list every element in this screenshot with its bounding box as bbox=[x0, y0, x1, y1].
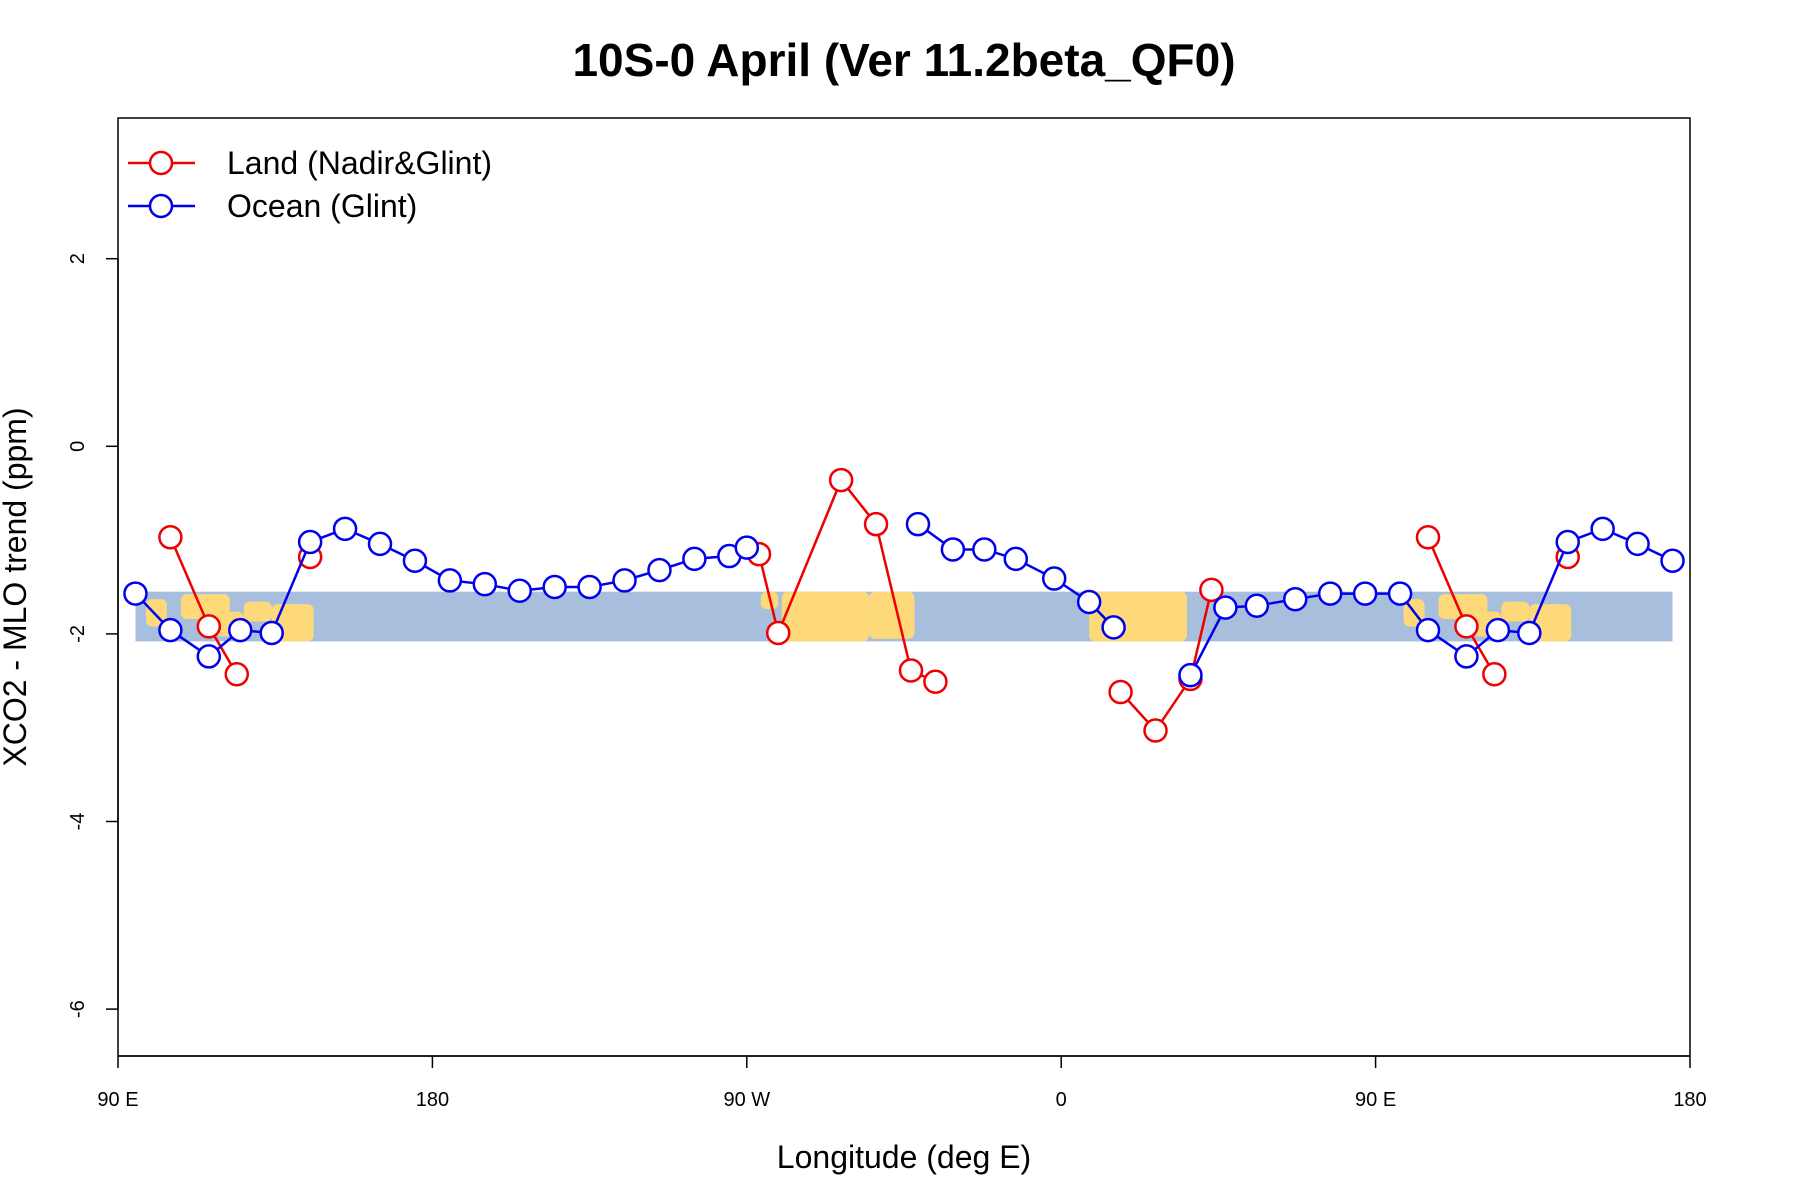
series-land-point bbox=[898, 658, 924, 683]
series-ocean-point bbox=[1213, 595, 1238, 620]
series-ocean-point bbox=[1283, 586, 1308, 612]
series-ocean-point bbox=[196, 644, 222, 669]
series-ocean-point bbox=[332, 516, 358, 542]
series-land-point bbox=[765, 620, 791, 646]
series-ocean-point bbox=[1101, 615, 1126, 640]
x-tick-label: 0 bbox=[1056, 1089, 1067, 1111]
series-ocean-point bbox=[472, 571, 498, 597]
series-land-point bbox=[923, 669, 948, 694]
series-land-point bbox=[1415, 525, 1441, 550]
series-ocean-point bbox=[1660, 548, 1685, 573]
series-group bbox=[123, 467, 1685, 743]
y-tick-label: -4 bbox=[67, 813, 89, 831]
series-ocean-point bbox=[1590, 516, 1615, 542]
series-ocean-point bbox=[1352, 581, 1378, 606]
legend-ocean-marker bbox=[148, 193, 174, 219]
x-tick-label: 180 bbox=[1673, 1089, 1706, 1111]
map-land-region bbox=[1438, 594, 1488, 620]
series-ocean-point bbox=[542, 574, 567, 600]
series-ocean-point bbox=[1041, 566, 1067, 591]
series-ocean-point bbox=[1555, 529, 1580, 555]
series-ocean-point bbox=[158, 617, 183, 643]
map-land-region bbox=[180, 594, 230, 620]
series-land-point bbox=[1199, 577, 1224, 603]
series-ocean-point bbox=[259, 620, 284, 646]
y-tick-label: 2 bbox=[67, 253, 89, 264]
series-ocean-point bbox=[1485, 617, 1511, 643]
series-ocean-point bbox=[1517, 620, 1542, 646]
series-ocean-point bbox=[1415, 617, 1441, 643]
series-ocean-point bbox=[612, 568, 637, 593]
map-land-region bbox=[781, 591, 870, 642]
series-land-line bbox=[757, 477, 936, 683]
series-ocean-point bbox=[1244, 593, 1270, 619]
series-land-point bbox=[224, 661, 250, 687]
series-land-point bbox=[863, 511, 889, 537]
series-land-point bbox=[196, 614, 222, 639]
legend-ocean-label: Ocean (Glint) bbox=[227, 188, 417, 224]
series-land-point bbox=[1143, 718, 1168, 743]
map-land-region bbox=[1501, 601, 1530, 622]
series-ocean-point bbox=[647, 557, 672, 583]
x-tick-label: 90 W bbox=[723, 1089, 770, 1111]
series-ocean-point bbox=[1625, 531, 1650, 557]
series-ocean-point bbox=[577, 574, 602, 600]
series-land-point bbox=[1108, 679, 1133, 705]
series-ocean-point bbox=[1178, 662, 1203, 688]
y-axis-title: XCO2 - MLO trend (ppm) bbox=[0, 407, 33, 766]
series-ocean-point bbox=[367, 531, 393, 557]
series-ocean-point bbox=[228, 617, 253, 643]
y-tick-label: -6 bbox=[67, 1000, 89, 1018]
chart-title: 10S-0 April (Ver 11.2beta_QF0) bbox=[572, 34, 1235, 86]
series-ocean-point bbox=[437, 568, 463, 593]
map-band bbox=[135, 591, 1673, 642]
y-tick-label: 0 bbox=[67, 441, 89, 452]
series-land-point bbox=[158, 525, 183, 550]
series-ocean-point bbox=[1076, 589, 1102, 615]
y-axis: 2 0 -2 -4 -6 bbox=[67, 253, 119, 1018]
plot-frame bbox=[117, 117, 1691, 1057]
x-axis-title: Longitude (deg E) bbox=[777, 1139, 1031, 1175]
x-tick-label: 90 E bbox=[97, 1089, 138, 1111]
series-land-point bbox=[1482, 661, 1507, 687]
series-ocean-point bbox=[940, 537, 966, 562]
legend: Land (Nadir&Glint) Ocean (Glint) bbox=[128, 145, 492, 224]
series-ocean-point bbox=[1317, 581, 1343, 606]
map-land-region bbox=[243, 601, 272, 622]
series-land-point bbox=[1454, 614, 1479, 639]
series-ocean bbox=[123, 511, 1685, 688]
legend-land-label: Land (Nadir&Glint) bbox=[227, 145, 492, 181]
series-ocean-point bbox=[402, 548, 428, 573]
series-ocean-point bbox=[1454, 644, 1479, 669]
x-tick-label: 180 bbox=[416, 1089, 449, 1111]
series-ocean-point bbox=[507, 578, 532, 604]
legend-land-marker bbox=[148, 150, 174, 176]
series-ocean-point bbox=[972, 537, 997, 562]
series-ocean-point bbox=[1387, 581, 1413, 606]
series-ocean-point bbox=[1003, 546, 1029, 572]
x-axis: 90 E 180 90 W 0 90 E 180 bbox=[97, 1055, 1707, 1111]
y-tick-label: -2 bbox=[67, 625, 89, 643]
x-tick-label: 90 E bbox=[1355, 1089, 1396, 1111]
series-ocean-point bbox=[734, 535, 760, 560]
series-ocean-point bbox=[682, 546, 707, 572]
series-ocean-point bbox=[297, 529, 323, 555]
map-land-region bbox=[869, 591, 915, 639]
series-ocean-point bbox=[905, 511, 931, 537]
series-land-line bbox=[1119, 589, 1213, 733]
series-ocean-point bbox=[123, 581, 148, 606]
series-land-point bbox=[828, 467, 854, 493]
